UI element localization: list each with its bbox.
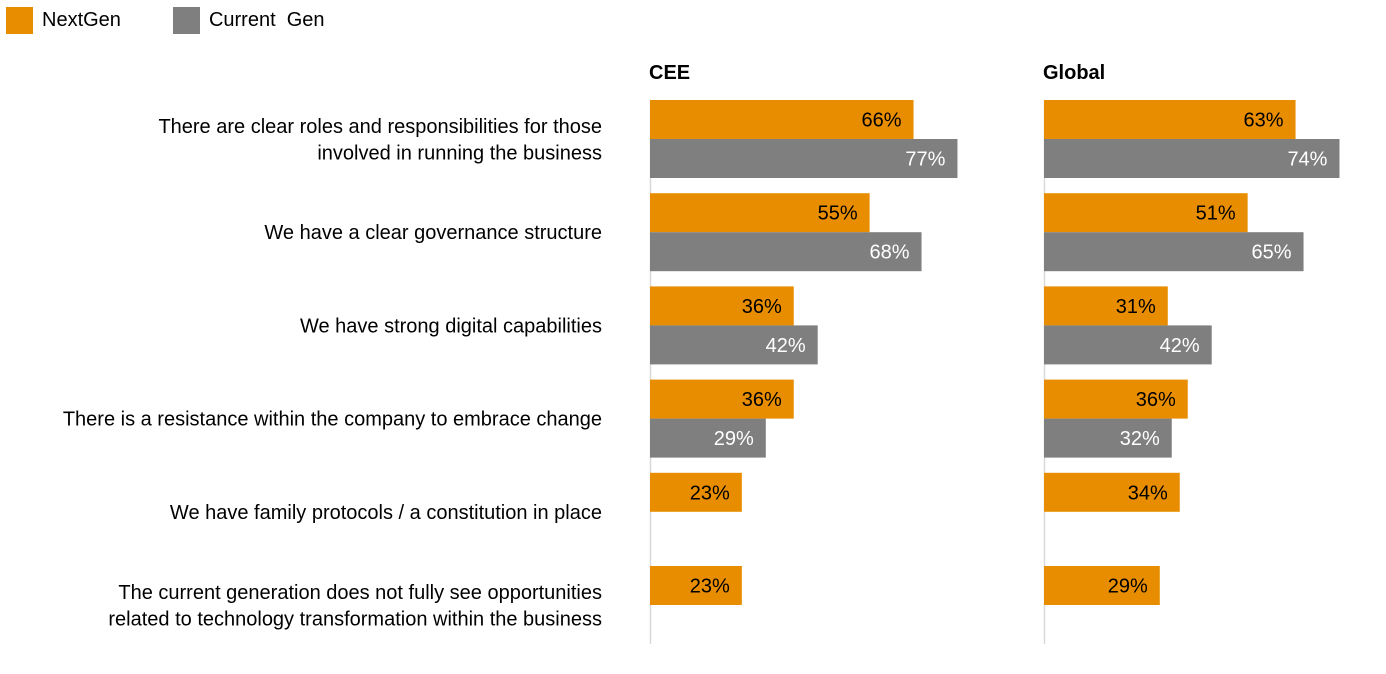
bar-current-gen <box>1044 139 1340 178</box>
data-label: 77% <box>905 149 945 171</box>
data-label: 42% <box>766 335 806 357</box>
bar-current-gen <box>650 139 958 178</box>
data-label: 68% <box>869 242 909 264</box>
bar-current-gen <box>650 325 818 365</box>
bar-nextgen <box>650 193 870 233</box>
data-label: 36% <box>1136 389 1176 411</box>
data-label: 63% <box>1244 110 1284 132</box>
legend-label-nextgen: NextGen <box>42 9 121 31</box>
category-label: The current generation does not fully se… <box>108 582 602 631</box>
legend-swatch-current-gen <box>172 7 200 34</box>
bar-current-gen <box>1044 418 1172 458</box>
data-label: 42% <box>1160 335 1200 357</box>
panel-title: Global <box>1043 62 1105 84</box>
legend-label-current-gen: Current Gen <box>208 9 325 31</box>
bar-nextgen <box>1044 193 1248 233</box>
legend-item-nextgen: NextGen <box>6 7 121 34</box>
legend-item-current-gen: Current Gen <box>172 7 325 34</box>
legend-swatch-nextgen <box>6 7 33 34</box>
data-label: 74% <box>1287 149 1327 171</box>
bar-nextgen <box>1044 379 1188 419</box>
data-label: 36% <box>742 389 782 411</box>
legend: NextGen Current Gen <box>6 7 377 34</box>
bar-nextgen <box>1044 566 1160 605</box>
category-label: There is a resistance within the company… <box>63 409 602 431</box>
bar-nextgen <box>650 100 914 139</box>
bar-nextgen <box>1044 100 1296 139</box>
bar-current-gen <box>1044 325 1212 365</box>
bar-current-gen <box>650 232 922 272</box>
category-label: There are clear roles and responsibiliti… <box>158 116 602 165</box>
data-label: 36% <box>742 296 782 318</box>
bar-nextgen <box>1044 472 1180 512</box>
data-label: 55% <box>818 203 858 225</box>
category-label: We have strong digital capabilities <box>300 315 602 337</box>
data-label: 31% <box>1116 296 1156 318</box>
data-label: 29% <box>714 428 754 450</box>
bar-nextgen <box>650 472 742 512</box>
data-label: 23% <box>690 482 730 504</box>
bar-nextgen <box>1044 286 1168 326</box>
category-label: We have a clear governance structure <box>264 222 602 244</box>
data-label: 32% <box>1120 428 1160 450</box>
data-label: 66% <box>862 110 902 132</box>
panel-title: CEE <box>649 62 690 84</box>
data-label: 29% <box>1108 576 1148 598</box>
bar-current-gen <box>650 418 766 458</box>
data-label: 34% <box>1128 482 1168 504</box>
bar-current-gen <box>1044 232 1304 272</box>
data-label: 23% <box>690 576 730 598</box>
bar-nextgen <box>650 566 742 605</box>
data-label: 65% <box>1252 242 1292 264</box>
data-label: 51% <box>1196 203 1236 225</box>
bar-nextgen <box>650 286 794 326</box>
bar-nextgen <box>650 379 794 419</box>
category-label: We have family protocols / a constitutio… <box>170 502 602 524</box>
